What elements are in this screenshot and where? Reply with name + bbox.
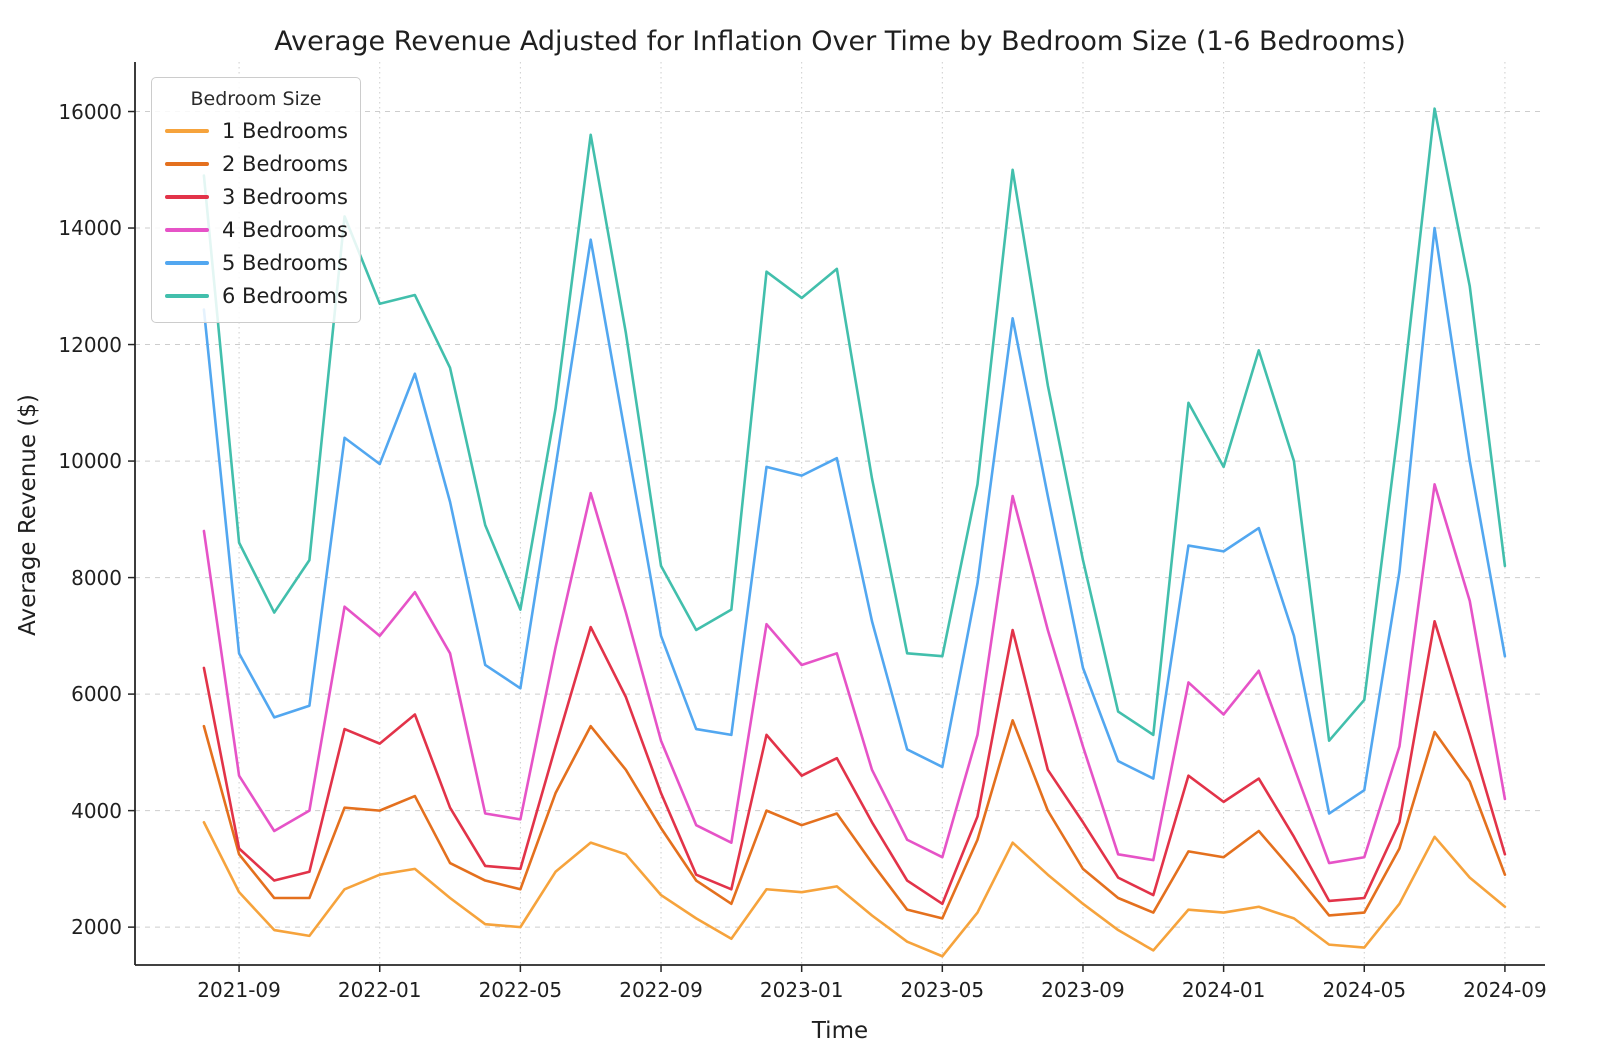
series-line-2-bedrooms [202,719,1507,920]
legend-entry-label: 1 Bedrooms [222,118,348,143]
legend-entry-6-bedrooms: 6 Bedrooms [165,279,348,312]
legend-entry-label: 5 Bedrooms [222,250,348,275]
legend-entry-4-bedrooms: 4 Bedrooms [165,213,348,246]
x-tick-label: 2024-09 [1463,978,1547,1002]
legend-entry-label: 2 Bedrooms [222,151,348,176]
legend-title: Bedroom Size [190,88,322,110]
legend-line-swatch-icon [165,161,209,166]
series-line-5-bedrooms [202,226,1507,815]
legend-rows: 1 Bedrooms 2 Bedrooms 3 Bedrooms 4 Bedrooms… [165,114,348,312]
x-tick-label: 2024-05 [1322,978,1407,1002]
x-tick-label: 2023-05 [900,978,985,1002]
series-line-4-bedrooms [202,483,1507,865]
y-tick-label: 8000 [71,565,122,590]
x-tick-label: 2023-09 [1041,978,1125,1002]
x-tick-label: 2022-09 [619,978,703,1002]
legend-entry-1-bedrooms: 1 Bedrooms [165,114,348,147]
x-tick-label: 2022-01 [337,978,422,1002]
legend-entry-label: 4 Bedrooms [222,217,348,242]
legend-entry-label: 3 Bedrooms [222,184,348,209]
x-axis-label: Time [811,1018,869,1044]
y-axis-label: Average Revenue ($) [15,394,41,636]
legend-line-swatch-icon [165,293,209,298]
x-tick-label: 2022-05 [478,978,563,1002]
x-tick-label: 2024-01 [1181,978,1266,1002]
legend-line-swatch-icon [165,194,209,199]
legend: Bedroom Size 1 Bedrooms 2 Bedrooms 3 Bedro… [151,77,361,323]
legend-entry-3-bedrooms: 3 Bedrooms [165,180,348,213]
chart-title: Average Revenue Adjusted for Inflation O… [274,26,1406,57]
x-tick-label: 2023-01 [759,978,844,1002]
y-tick-label: 12000 [58,332,122,357]
series-line-3-bedrooms [202,619,1507,906]
y-tick-label: 2000 [71,915,122,940]
legend-entry-label: 6 Bedrooms [222,283,348,308]
y-tick-label: 4000 [71,798,122,823]
legend-line-swatch-icon [165,227,209,232]
legend-entry-2-bedrooms: 2 Bedrooms [165,147,348,180]
y-tick-label: 6000 [71,682,122,707]
y-tick-label: 14000 [58,216,122,241]
series-line-6-bedrooms [202,107,1507,743]
y-tick-label: 10000 [58,449,122,474]
legend-line-swatch-icon [165,128,209,133]
legend-line-swatch-icon [165,260,209,265]
x-tick-label: 2021-09 [197,978,281,1002]
series-line-1-bedrooms [202,820,1507,958]
y-tick-label: 16000 [58,99,122,124]
legend-entry-5-bedrooms: 5 Bedrooms [165,246,348,279]
